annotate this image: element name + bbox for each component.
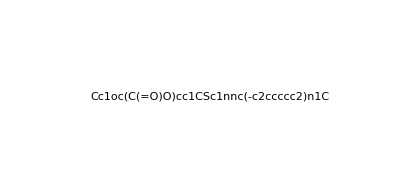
Text: Cc1oc(C(=O)O)cc1CSc1nnc(-c2ccccc2)n1C: Cc1oc(C(=O)O)cc1CSc1nnc(-c2ccccc2)n1C (90, 92, 330, 102)
